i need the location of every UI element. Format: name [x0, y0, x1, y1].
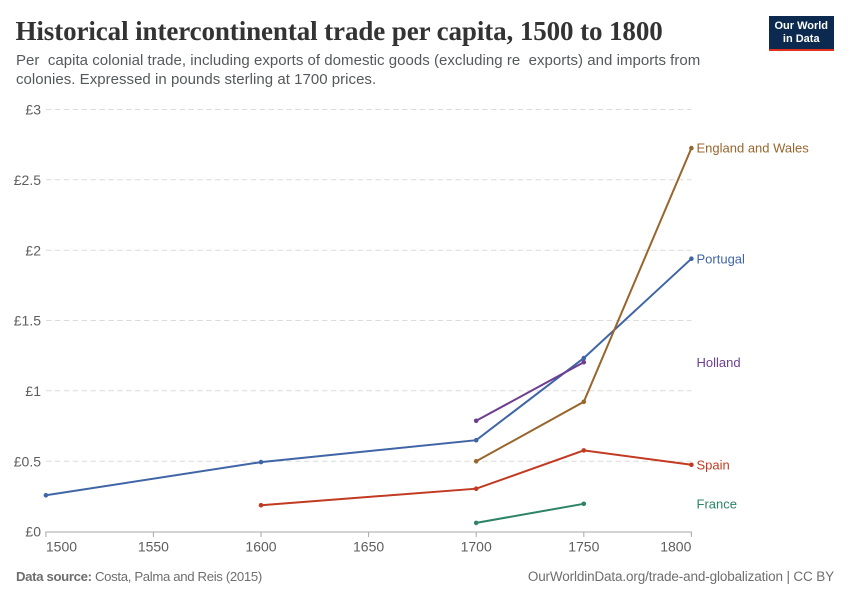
svg-text:1500: 1500	[46, 539, 77, 555]
svg-text:1800: 1800	[660, 539, 691, 555]
svg-text:£2: £2	[25, 242, 41, 258]
svg-text:Spain: Spain	[697, 458, 730, 473]
svg-text:Holland: Holland	[697, 355, 741, 370]
svg-text:1600: 1600	[245, 539, 276, 555]
svg-text:£3: £3	[25, 102, 41, 118]
svg-text:Portugal: Portugal	[697, 252, 746, 267]
svg-text:£2.5: £2.5	[14, 172, 41, 188]
svg-text:£0.5: £0.5	[14, 453, 41, 469]
svg-text:France: France	[697, 496, 737, 511]
svg-text:1750: 1750	[568, 539, 599, 555]
svg-text:1550: 1550	[138, 539, 169, 555]
svg-text:1650: 1650	[353, 539, 384, 555]
svg-text:£1.5: £1.5	[14, 313, 41, 329]
svg-text:England and Wales: England and Wales	[697, 141, 810, 156]
svg-text:1700: 1700	[461, 539, 492, 555]
svg-text:£0: £0	[25, 523, 41, 539]
svg-text:£1: £1	[25, 383, 41, 399]
